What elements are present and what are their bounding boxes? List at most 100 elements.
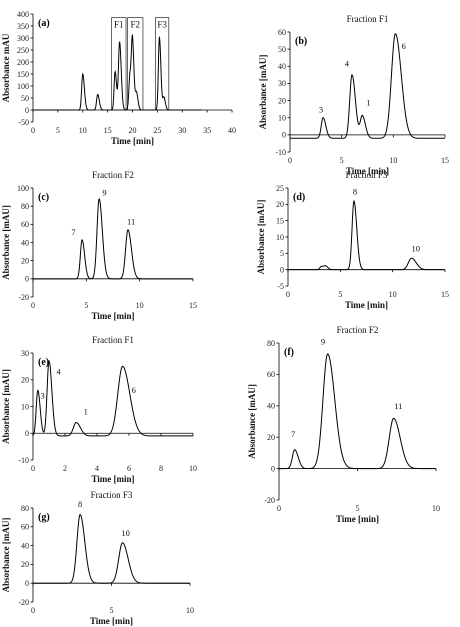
- peak-label: 10: [121, 528, 130, 538]
- chart-title: Fraction F3: [91, 490, 133, 500]
- y-tick-label: 20: [21, 376, 29, 385]
- x-tick-label: 0: [277, 504, 281, 513]
- y-axis-label: Absorbance [mAU]: [256, 200, 266, 275]
- y-tick-label: 80: [21, 504, 29, 513]
- x-tick-label: 2: [63, 464, 67, 473]
- peak-label: 11: [127, 216, 135, 226]
- y-axis-label: Absorbance [mAU]: [247, 384, 257, 459]
- y-axis-label: Absorbance [mAU]: [258, 55, 268, 130]
- x-tick-label: 0: [31, 464, 35, 473]
- panel-label: (g): [38, 512, 50, 523]
- y-tick-label: 300: [17, 34, 29, 43]
- y-tick-label: 20: [21, 256, 29, 265]
- y-tick-label: 60: [278, 28, 286, 37]
- x-tick-label: 0: [31, 606, 35, 615]
- chromatogram-trace: [290, 33, 445, 139]
- peak-label: 8: [78, 499, 82, 509]
- fraction-box-label: F3: [157, 20, 167, 30]
- peak-label: 4: [56, 366, 61, 376]
- x-tick-label: 10: [389, 290, 397, 299]
- chart-title: Fraction F1: [92, 335, 134, 345]
- y-tick-label: 60: [21, 220, 29, 229]
- x-tick-label: 5: [56, 126, 60, 135]
- fraction-box-label: F2: [130, 20, 140, 30]
- y-tick-label: 150: [17, 70, 29, 79]
- y-tick-label: -20: [18, 293, 29, 302]
- y-tick-label: -50: [18, 118, 29, 127]
- fraction-box-label: F1: [114, 20, 124, 30]
- x-tick-label: 4: [95, 464, 99, 473]
- x-axis-label: Time [min]: [90, 616, 133, 626]
- peak-label: 9: [321, 337, 325, 347]
- y-tick-label: 30: [278, 79, 286, 88]
- y-tick-label: 80: [267, 339, 275, 348]
- fraction-box: [155, 17, 170, 111]
- y-tick-label: 100: [17, 184, 29, 193]
- panel-label: (f): [284, 347, 294, 358]
- x-tick-label: 10: [79, 126, 87, 135]
- x-tick-label: 25: [153, 126, 161, 135]
- peak-label: 3: [40, 390, 44, 400]
- x-tick-label: 30: [178, 126, 186, 135]
- panel-label: (b): [295, 36, 307, 47]
- y-tick-label: 20: [278, 96, 286, 105]
- y-tick-label: 50: [278, 45, 286, 54]
- x-tick-label: 8: [159, 464, 163, 473]
- panel-label: (a): [38, 18, 50, 29]
- y-tick-label: 250: [17, 46, 29, 55]
- peak-label: 3: [319, 105, 323, 115]
- panel-label: (c): [38, 192, 49, 203]
- x-axis-label: Time [min]: [345, 300, 388, 310]
- y-tick-label: 0: [25, 429, 29, 438]
- y-tick-label: 0: [271, 464, 275, 473]
- peak-label: 11: [394, 401, 402, 411]
- x-tick-label: 10: [136, 301, 144, 310]
- peak-label: 1: [84, 407, 88, 417]
- y-tick-label: -10: [18, 456, 29, 465]
- x-tick-label: 35: [203, 126, 211, 135]
- y-axis-label: Absorbance [mAU]: [1, 518, 11, 593]
- x-tick-label: 5: [356, 504, 360, 513]
- x-tick-label: 5: [340, 156, 344, 165]
- y-tick-label: -5: [277, 282, 284, 291]
- y-tick-label: 60: [21, 523, 29, 532]
- y-tick-label: 10: [276, 233, 284, 242]
- x-tick-label: 10: [186, 606, 194, 615]
- peak-label: 6: [132, 385, 136, 395]
- y-tick-label: 0: [25, 275, 29, 284]
- x-tick-label: 10: [389, 156, 397, 165]
- x-tick-label: 15: [441, 156, 449, 165]
- peak-label: 7: [71, 227, 75, 237]
- y-tick-label: 20: [267, 433, 275, 442]
- x-axis-label: Time [min]: [91, 311, 134, 321]
- y-tick-label: 0: [25, 579, 29, 588]
- x-axis-label: Time [min]: [91, 474, 134, 484]
- x-tick-label: 0: [31, 301, 35, 310]
- y-tick-label: 0: [282, 131, 286, 140]
- x-tick-label: 6: [127, 464, 131, 473]
- peak-label: 1: [366, 98, 370, 108]
- y-tick-label: -10: [275, 148, 286, 157]
- x-tick-label: 15: [441, 290, 449, 299]
- y-tick-label: 15: [276, 216, 284, 225]
- fraction-box: [111, 17, 127, 111]
- chromatogram-trace: [32, 359, 193, 437]
- y-tick-label: 20: [21, 560, 29, 569]
- x-tick-label: 5: [338, 290, 342, 299]
- x-tick-label: 0: [31, 126, 35, 135]
- x-axis-label: Time [min]: [336, 514, 379, 524]
- x-axis-label: Time [min]: [346, 166, 389, 176]
- y-tick-label: 30: [21, 349, 29, 358]
- panel-label: (e): [38, 357, 49, 368]
- y-tick-label: 40: [21, 541, 29, 550]
- x-tick-label: 15: [189, 301, 197, 310]
- y-axis-label: Absorbance mAU: [1, 33, 11, 102]
- y-tick-label: 50: [21, 94, 29, 103]
- chromatogram-trace: [33, 513, 190, 584]
